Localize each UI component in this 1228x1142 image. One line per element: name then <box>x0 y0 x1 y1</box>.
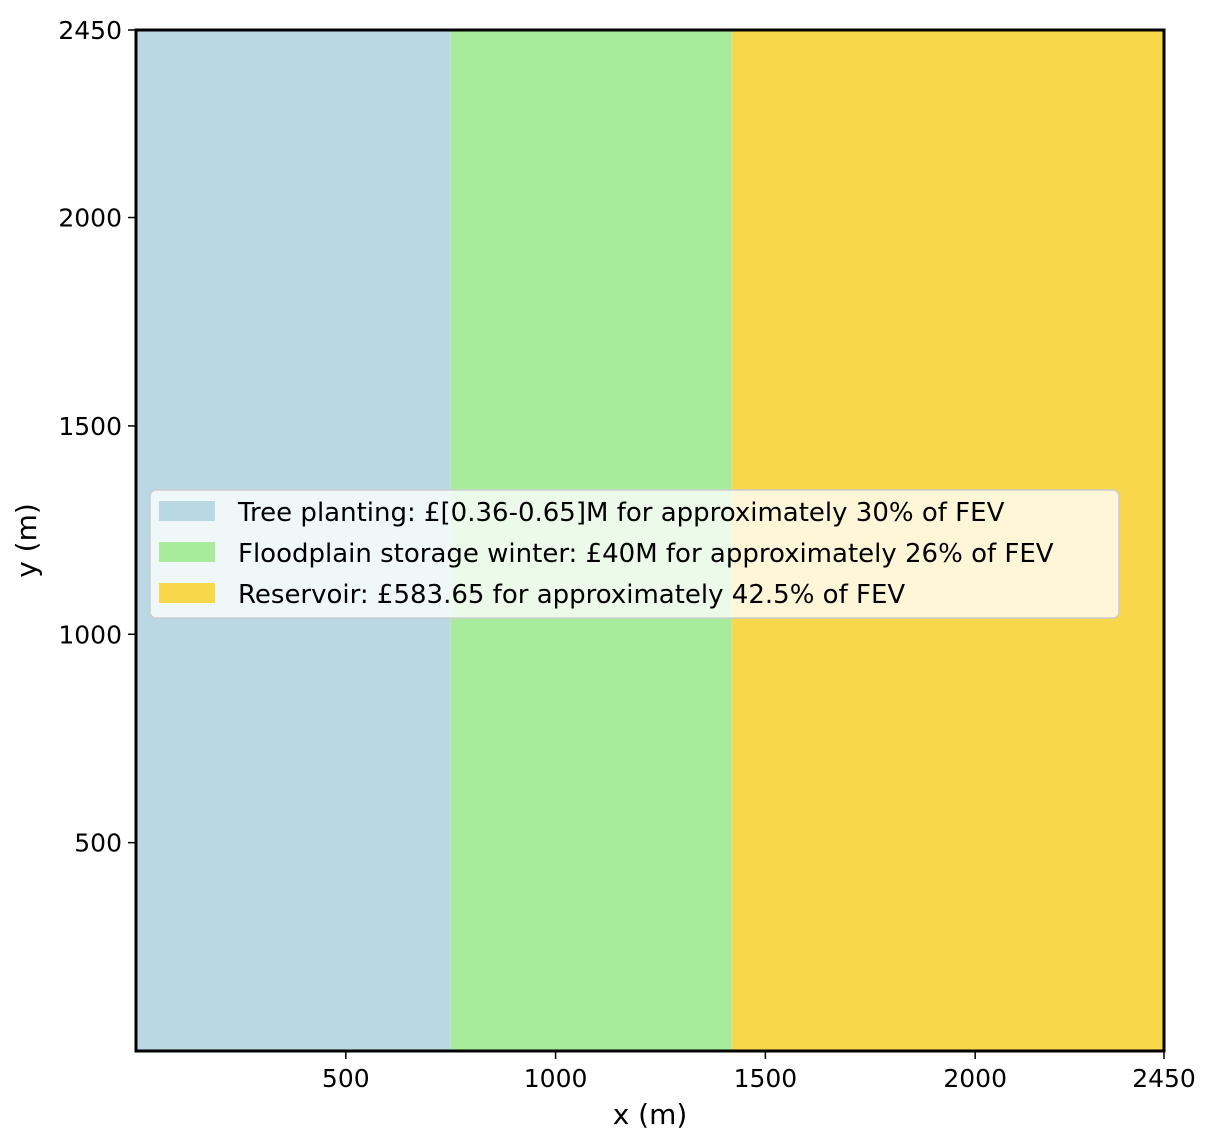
y-tick-label: 1000 <box>58 620 122 649</box>
x-axis-label: x (m) <box>613 1098 688 1131</box>
legend-swatch-2 <box>159 542 215 562</box>
legend-swatch-3 <box>159 583 215 603</box>
x-tick-label: 1500 <box>734 1064 798 1093</box>
y-axis-label: y (m) <box>10 503 43 578</box>
x-axis-ticks: 500 1000 1500 2000 2450 <box>322 1051 1196 1093</box>
legend-entry-3: Reservoir: £583.65 for approximately 42.… <box>238 580 905 610</box>
legend: Tree planting: £[0.36-0.65]M for approxi… <box>149 489 1120 619</box>
x-tick-label: 2000 <box>943 1064 1007 1093</box>
x-tick-label: 2450 <box>1132 1064 1196 1093</box>
legend-swatch-1 <box>159 501 215 521</box>
y-tick-label: 2450 <box>58 16 122 45</box>
legend-box <box>149 489 1120 619</box>
axes-frame <box>134 28 1166 1053</box>
x-tick-label: 1000 <box>524 1064 588 1093</box>
y-tick-label: 500 <box>74 829 122 858</box>
y-axis-ticks: 500 1000 1500 2000 2450 <box>58 16 136 858</box>
x-tick-label: 500 <box>322 1064 370 1093</box>
y-tick-label: 2000 <box>58 204 122 233</box>
y-tick-label: 1500 <box>58 412 122 441</box>
legend-entry-2: Floodplain storage winter: £40M for appr… <box>238 539 1054 569</box>
legend-entry-1: Tree planting: £[0.36-0.65]M for approxi… <box>237 498 1005 528</box>
